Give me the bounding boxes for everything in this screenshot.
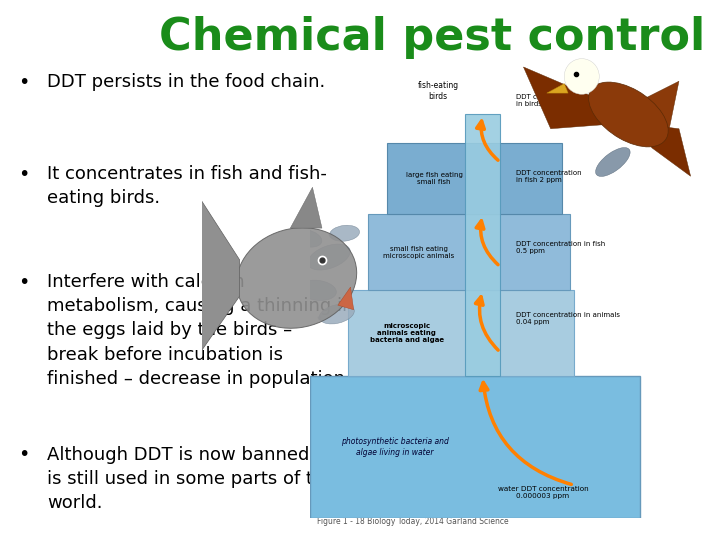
Text: small fish eating
microscopic animals: small fish eating microscopic animals <box>383 246 454 259</box>
Bar <box>348 291 574 376</box>
Text: DDT concentration
in fish 2 ppm: DDT concentration in fish 2 ppm <box>516 170 581 183</box>
Ellipse shape <box>595 147 630 177</box>
Text: •: • <box>18 165 30 184</box>
Text: DDT concentration
in birds 25 ppm: DDT concentration in birds 25 ppm <box>516 94 581 107</box>
Text: •: • <box>18 446 30 464</box>
Text: fish-eating
birds: fish-eating birds <box>418 80 459 101</box>
Text: Interfere with calcium
metabolism, causing a thinning in
the eggs laid by the bi: Interfere with calcium metabolism, causi… <box>47 273 354 388</box>
Ellipse shape <box>237 228 356 328</box>
Text: Figure 1 - 18 Biology Today, 2014 Garland Science: Figure 1 - 18 Biology Today, 2014 Garlan… <box>317 517 508 526</box>
Bar <box>387 143 562 214</box>
Text: It concentrates in fish and fish-
eating birds.: It concentrates in fish and fish- eating… <box>47 165 327 207</box>
Text: water DDT concentration
0.000003 ppm: water DDT concentration 0.000003 ppm <box>498 485 588 499</box>
Ellipse shape <box>308 244 350 270</box>
Text: photosynthetic bacteria and
algae living in water: photosynthetic bacteria and algae living… <box>341 437 449 457</box>
Bar <box>310 376 640 518</box>
Ellipse shape <box>564 59 599 94</box>
Ellipse shape <box>330 225 359 241</box>
Polygon shape <box>613 81 679 138</box>
Ellipse shape <box>320 304 354 324</box>
Text: microscopic
animals eating
bacteria and algae: microscopic animals eating bacteria and … <box>370 323 444 343</box>
Bar <box>465 114 500 376</box>
Text: •: • <box>18 73 30 92</box>
Text: DDT persists in the food chain.: DDT persists in the food chain. <box>47 73 325 91</box>
Text: DDT concentration in animals
0.04 ppm: DDT concentration in animals 0.04 ppm <box>516 312 620 325</box>
Text: Although DDT is now banned, it
is still used in some parts of the
world.: Although DDT is now banned, it is still … <box>47 446 336 512</box>
Polygon shape <box>290 187 322 228</box>
Text: large fish eating
small fish: large fish eating small fish <box>405 172 462 185</box>
Polygon shape <box>338 287 354 310</box>
Ellipse shape <box>298 280 336 300</box>
Polygon shape <box>202 201 240 350</box>
Ellipse shape <box>289 229 322 247</box>
Text: DDT concentration in fish
0.5 ppm: DDT concentration in fish 0.5 ppm <box>516 241 605 254</box>
Bar <box>368 214 570 291</box>
Ellipse shape <box>589 82 668 147</box>
Polygon shape <box>523 67 613 129</box>
Text: •: • <box>18 273 30 292</box>
Polygon shape <box>546 84 568 93</box>
Text: Chemical pest control: Chemical pest control <box>159 16 706 59</box>
Polygon shape <box>640 124 690 176</box>
